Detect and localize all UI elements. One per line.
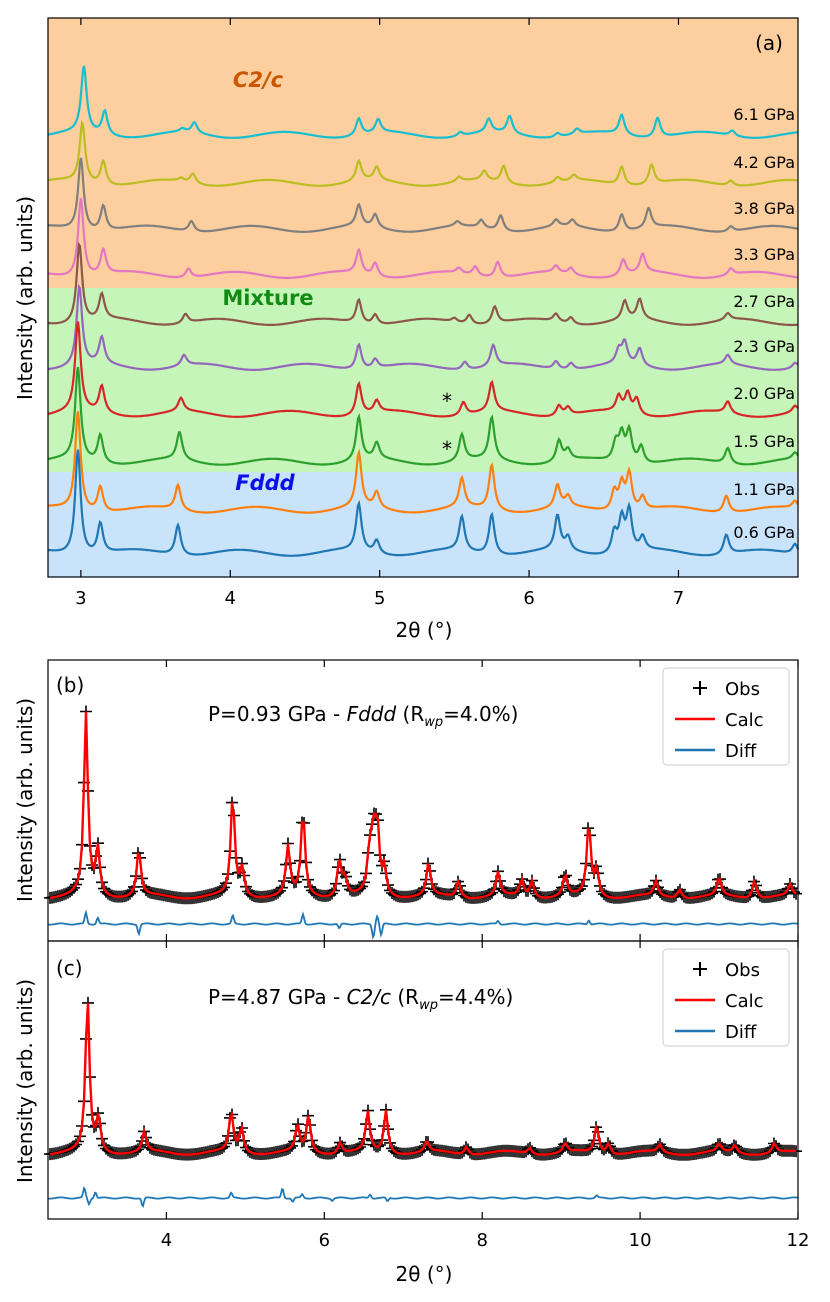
panel-a-phase-series-chart: C2/c Mixture Fddd 6.1 GPa 4.2 GPa 3.8 GPa 3.3 … bbox=[13, 17, 799, 642]
b-series-calc bbox=[49, 711, 797, 900]
a-xtick-label-5: 5 bbox=[374, 588, 385, 609]
marker-1-5-gpa: * bbox=[442, 437, 452, 461]
series-label-3-3-gpa: 3.3 GPa bbox=[733, 245, 795, 264]
c-xtick-label-10: 10 bbox=[629, 1230, 652, 1251]
b-legend-entry-obs: Obs bbox=[725, 679, 760, 700]
region-mixture bbox=[48, 288, 798, 472]
region-fddd bbox=[48, 472, 798, 577]
c-xtick-label-6: 6 bbox=[319, 1230, 330, 1251]
c-legend-entry-obs: Obs bbox=[725, 960, 760, 981]
series-label-0-6-gpa: 0.6 GPa bbox=[733, 523, 795, 542]
panel-a-ylabel: Intensity (arb. units) bbox=[13, 196, 37, 400]
panel-c-xlabel: 2θ (°) bbox=[396, 1262, 453, 1286]
panel-b-ylabel: Intensity (arb. units) bbox=[13, 698, 37, 902]
c-legend-entry-calc: Calc bbox=[725, 991, 764, 1012]
series-3-3-gpa bbox=[47, 198, 799, 279]
series-label-1-1-gpa: 1.1 GPa bbox=[733, 480, 795, 499]
series-4-2-gpa bbox=[47, 119, 798, 187]
panel-c-frame bbox=[47, 940, 799, 1220]
panel-c-ylabel: Intensity (arb. units) bbox=[13, 979, 37, 1183]
region-label-fddd: Fddd bbox=[235, 471, 295, 495]
panel-b-refinement-chart: (b) P=0.93 GPa - Fddd (Rwp=4.0%) Obs Calc… bbox=[13, 659, 802, 942]
panel-c-refinement-chart: 4 6 8 10 12 (c) P=4.87 GPa - C2/c (Rwp=4.4%)… bbox=[13, 940, 810, 1286]
series-label-4-2-gpa: 4.2 GPa bbox=[733, 153, 795, 172]
panel-c-label: (c) bbox=[56, 956, 83, 980]
panel-a-frame bbox=[47, 17, 799, 578]
a-xtick-label-4: 4 bbox=[225, 588, 236, 609]
series-label-6-1-gpa: 6.1 GPa bbox=[733, 105, 795, 124]
series-1-5-gpa bbox=[47, 366, 799, 466]
series-2-7-gpa bbox=[48, 241, 798, 327]
region-label-mixture: Mixture bbox=[222, 286, 313, 310]
region-c2-c bbox=[48, 18, 798, 288]
c-series-diff bbox=[47, 1186, 799, 1209]
region-label-c2-c: C2/c bbox=[233, 68, 284, 92]
marker-2-0-gpa: * bbox=[442, 389, 452, 413]
a-xtick-label-3: 3 bbox=[75, 588, 86, 609]
b-legend-swatch-obs bbox=[693, 681, 707, 695]
c-xtick-label-4: 4 bbox=[161, 1230, 172, 1251]
series-label-2-7-gpa: 2.7 GPa bbox=[733, 292, 795, 311]
panel-b-label: (b) bbox=[56, 673, 84, 697]
c-legend-swatch-obs bbox=[693, 962, 707, 976]
series-label-3-8-gpa: 3.8 GPa bbox=[733, 199, 795, 218]
b-series-diff bbox=[47, 909, 799, 941]
panel-a-xlabel: 2θ (°) bbox=[396, 618, 453, 642]
panel-b-annotation: P=0.93 GPa - Fddd (Rwp=4.0%) bbox=[208, 702, 518, 730]
series-label-1-5-gpa: 1.5 GPa bbox=[733, 432, 795, 451]
series-0-6-gpa bbox=[47, 449, 799, 557]
c-xtick-label-8: 8 bbox=[476, 1230, 487, 1251]
a-xtick-label-7: 7 bbox=[673, 588, 684, 609]
series-2-3-gpa bbox=[47, 283, 799, 371]
panel-c-annotation: P=4.87 GPa - C2/c (Rwp=4.4%) bbox=[208, 985, 513, 1013]
panel-a-label: (a) bbox=[755, 31, 783, 55]
b-legend-entry-diff: Diff bbox=[725, 741, 757, 762]
series-3-8-gpa bbox=[48, 157, 799, 234]
c-series-calc bbox=[49, 1002, 797, 1156]
b-legend-entry-calc: Calc bbox=[725, 710, 764, 731]
c-legend-box bbox=[662, 948, 790, 1047]
series-label-2-3-gpa: 2.3 GPa bbox=[733, 337, 795, 356]
series-2-0-gpa bbox=[47, 321, 799, 418]
series-1-1-gpa bbox=[47, 411, 799, 514]
b-legend-box bbox=[662, 667, 790, 766]
a-xtick-label-6: 6 bbox=[523, 588, 534, 609]
c-xtick-label-12: 12 bbox=[787, 1230, 810, 1251]
series-label-2-0-gpa: 2.0 GPa bbox=[733, 384, 795, 403]
series-6-1-gpa bbox=[47, 65, 799, 139]
c-legend-entry-diff: Diff bbox=[725, 1022, 757, 1043]
